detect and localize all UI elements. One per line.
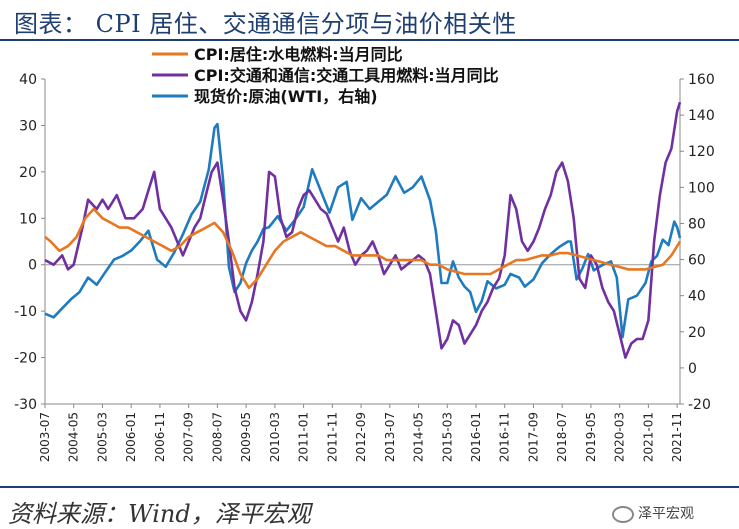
x-tick-label: 2008-07 xyxy=(210,412,224,462)
x-tick-label: 2017-09 xyxy=(526,412,540,462)
x-tick-label: 2021-11 xyxy=(670,412,684,462)
left-tick-label: 40 xyxy=(19,72,37,88)
x-tick-label: 2019-05 xyxy=(584,412,598,462)
right-tick-label: 20 xyxy=(688,325,706,341)
legend-label: CPI:交通和通信:交通工具用燃料:当月同比 xyxy=(194,66,499,85)
left-tick-label: -20 xyxy=(14,351,37,367)
right-tick-label: -20 xyxy=(688,397,711,413)
x-tick-label: 2005-03 xyxy=(95,412,109,462)
x-tick-label: 2013-07 xyxy=(383,412,397,462)
x-tick-label: 2016-01 xyxy=(469,412,483,462)
x-tick-label: 2020-03 xyxy=(613,412,627,462)
x-tick-label: 2014-05 xyxy=(412,412,426,462)
legend-label: CPI:居住:水电燃料:当月同比 xyxy=(194,45,403,64)
watermark: 泽平宏观 xyxy=(612,503,694,523)
x-tick-label: 2011-01 xyxy=(297,412,311,462)
right-tick-label: 60 xyxy=(688,253,706,269)
footer-divider xyxy=(0,486,739,488)
right-tick-label: 140 xyxy=(688,108,715,124)
right-tick-label: 100 xyxy=(688,180,715,196)
right-tick-label: 80 xyxy=(688,216,706,232)
x-tick-label: 2016-11 xyxy=(498,412,512,462)
x-tick-label: 2011-11 xyxy=(325,412,339,462)
x-tick-label: 2007-09 xyxy=(182,412,196,462)
source-note: 资料来源：Wind，泽平宏观 xyxy=(8,500,311,528)
x-tick-label: 2003-07 xyxy=(38,412,52,462)
right-tick-label: 120 xyxy=(688,144,715,160)
right-tick-label: 0 xyxy=(688,361,697,377)
x-tick-label: 2012-09 xyxy=(354,412,368,462)
x-tick-label: 2018-07 xyxy=(555,412,569,462)
wechat-logo-icon xyxy=(612,505,634,523)
right-tick-label: 160 xyxy=(688,72,715,88)
x-tick-label: 2004-05 xyxy=(67,412,81,462)
chart-title: 图表： CPI 居住、交通通信分项与油价相关性 xyxy=(14,10,517,38)
chart: 403020100-10-20-30160140120100806040200-… xyxy=(14,45,715,462)
right-tick-label: 40 xyxy=(688,289,706,305)
series-line-3 xyxy=(44,122,682,339)
left-tick-label: -10 xyxy=(14,304,37,320)
title-divider xyxy=(0,39,739,41)
series-line-2 xyxy=(44,101,682,359)
x-tick-label: 2006-11 xyxy=(153,412,167,462)
series-line-1 xyxy=(44,207,682,290)
x-tick-label: 2010-03 xyxy=(268,412,282,462)
left-tick-label: 30 xyxy=(19,118,37,134)
x-tick-label: 2006-01 xyxy=(124,412,138,462)
left-tick-label: 0 xyxy=(28,258,37,274)
legend-label: 现货价:原油(WTI，右轴) xyxy=(194,87,378,106)
left-tick-label: 20 xyxy=(19,165,37,181)
left-tick-label: 10 xyxy=(19,211,37,227)
x-tick-label: 2009-05 xyxy=(239,412,253,462)
watermark-text: 泽平宏观 xyxy=(638,506,694,522)
left-tick-label: -30 xyxy=(14,397,37,413)
x-tick-label: 2021-01 xyxy=(641,412,655,462)
x-tick-label: 2015-03 xyxy=(440,412,454,462)
